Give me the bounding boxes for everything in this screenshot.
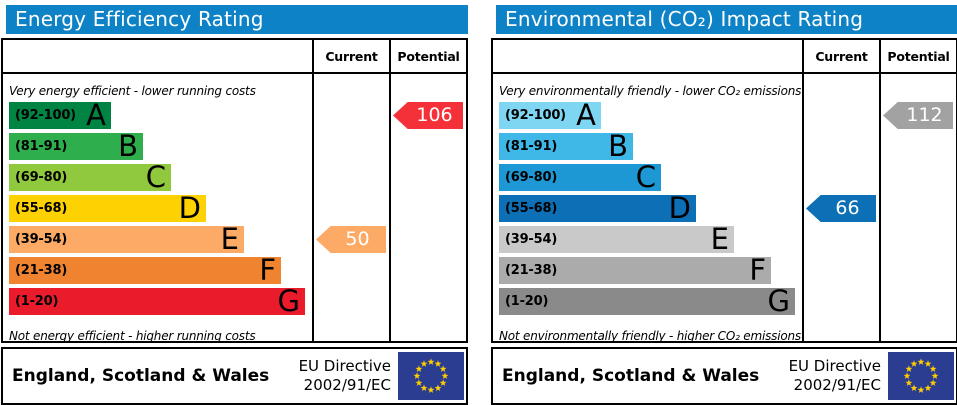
- potential-column-header: Potential: [389, 40, 466, 72]
- band-letter: F: [259, 253, 276, 287]
- environmental-bottom-caption: Not environmentally friendly - higher CO…: [499, 329, 801, 341]
- band-range-label: (39-54): [505, 232, 558, 247]
- energy-current-arrow: 50: [316, 226, 386, 253]
- eu-directive-line2: 2002/91/EC: [793, 376, 881, 394]
- header-spacer: [3, 40, 312, 72]
- energy-table-body: Very energy efficient - lower running co…: [3, 74, 466, 341]
- energy-bottom-caption: Not energy efficient - higher running co…: [9, 329, 256, 341]
- environmental-table-header-row: Current Potential: [493, 40, 956, 74]
- environmental-rating-table: Current Potential Very environmentally f…: [491, 38, 957, 343]
- eu-directive-line1: EU Directive: [298, 357, 391, 376]
- band-range-label: (81-91): [15, 139, 68, 154]
- band-range-label: (69-80): [15, 170, 68, 185]
- energy-efficiency-panel: Energy Efficiency Rating Current Potenti…: [1, 1, 468, 405]
- band-range-label: (21-38): [505, 263, 558, 278]
- environmental-potential-arrow: 112: [883, 102, 953, 129]
- energy-potential-column: 106: [389, 74, 466, 341]
- current-column-header: Current: [802, 40, 879, 72]
- region-label: England, Scotland & Wales: [12, 366, 270, 386]
- band-range-label: (55-68): [505, 201, 558, 216]
- band-letter: E: [710, 222, 729, 256]
- band-range-label: (1-20): [505, 294, 549, 309]
- environmental-band-a: (92-100) A: [499, 98, 601, 132]
- energy-band-f: (21-38) F: [9, 253, 281, 287]
- band-range-label: (55-68): [15, 201, 68, 216]
- band-letter: D: [178, 191, 201, 225]
- band-letter: B: [118, 129, 138, 163]
- eu-directive-line1: EU Directive: [788, 357, 881, 376]
- energy-band-d: (55-68) D: [9, 191, 206, 225]
- environmental-band-d: (55-68) D: [499, 191, 696, 225]
- environmental-band-e: (39-54) E: [499, 222, 734, 256]
- band-range-label: (92-100): [505, 108, 566, 123]
- environmental-footer: England, Scotland & Wales EU Directive 2…: [491, 347, 957, 405]
- energy-rating-table: Current Potential Very energy efficient …: [1, 38, 468, 343]
- band-letter: E: [220, 222, 239, 256]
- potential-column-header: Potential: [879, 40, 956, 72]
- eu-directive-label: EU Directive 2002/91/EC: [789, 357, 881, 395]
- header-spacer: [493, 40, 802, 72]
- band-letter: C: [635, 160, 656, 194]
- band-range-label: (81-91): [505, 139, 558, 154]
- energy-band-e: (39-54) E: [9, 222, 244, 256]
- energy-band-b: (81-91) B: [9, 129, 143, 163]
- environmental-band-g: (1-20) G: [499, 284, 795, 318]
- environmental-current-column: 66: [802, 74, 879, 341]
- band-range-label: (39-54): [15, 232, 68, 247]
- environmental-panel-title: Environmental (CO₂) Impact Rating: [496, 5, 957, 34]
- band-range-label: (92-100): [15, 108, 76, 123]
- environmental-band-chart: Very environmentally friendly - lower CO…: [493, 74, 802, 341]
- environmental-band-b: (81-91) B: [499, 129, 633, 163]
- energy-table-header-row: Current Potential: [3, 40, 466, 74]
- band-letter: B: [608, 129, 628, 163]
- current-column-header: Current: [312, 40, 389, 72]
- energy-top-caption: Very energy efficient - lower running co…: [9, 84, 256, 98]
- band-letter: G: [767, 284, 790, 318]
- band-letter: A: [86, 98, 106, 132]
- energy-band-chart: Very energy efficient - lower running co…: [3, 74, 312, 341]
- band-letter: D: [668, 191, 691, 225]
- energy-current-column: 50: [312, 74, 389, 341]
- energy-band-a: (92-100) A: [9, 98, 111, 132]
- band-letter: G: [277, 284, 300, 318]
- band-letter: A: [576, 98, 596, 132]
- energy-footer: England, Scotland & Wales EU Directive 2…: [1, 347, 468, 405]
- band-letter: C: [145, 160, 166, 194]
- environmental-table-body: Very environmentally friendly - lower CO…: [493, 74, 956, 341]
- band-range-label: (1-20): [15, 294, 59, 309]
- environmental-top-caption: Very environmentally friendly - lower CO…: [499, 84, 802, 98]
- environmental-current-arrow: 66: [806, 195, 876, 222]
- eu-directive-line2: 2002/91/EC: [303, 376, 391, 394]
- energy-band-c: (69-80) C: [9, 160, 171, 194]
- eu-flag-icon: [398, 352, 464, 400]
- environmental-potential-column: 112: [879, 74, 956, 341]
- band-range-label: (21-38): [15, 263, 68, 278]
- eu-directive-label: EU Directive 2002/91/EC: [299, 357, 391, 395]
- energy-panel-title: Energy Efficiency Rating: [6, 5, 468, 34]
- environmental-impact-panel: Environmental (CO₂) Impact Rating Curren…: [491, 1, 957, 405]
- energy-band-g: (1-20) G: [9, 284, 305, 318]
- band-range-label: (69-80): [505, 170, 558, 185]
- region-label: England, Scotland & Wales: [502, 366, 760, 386]
- environmental-band-c: (69-80) C: [499, 160, 661, 194]
- eu-flag-icon: [888, 352, 954, 400]
- energy-potential-arrow: 106: [393, 102, 463, 129]
- environmental-band-f: (21-38) F: [499, 253, 771, 287]
- band-letter: F: [749, 253, 766, 287]
